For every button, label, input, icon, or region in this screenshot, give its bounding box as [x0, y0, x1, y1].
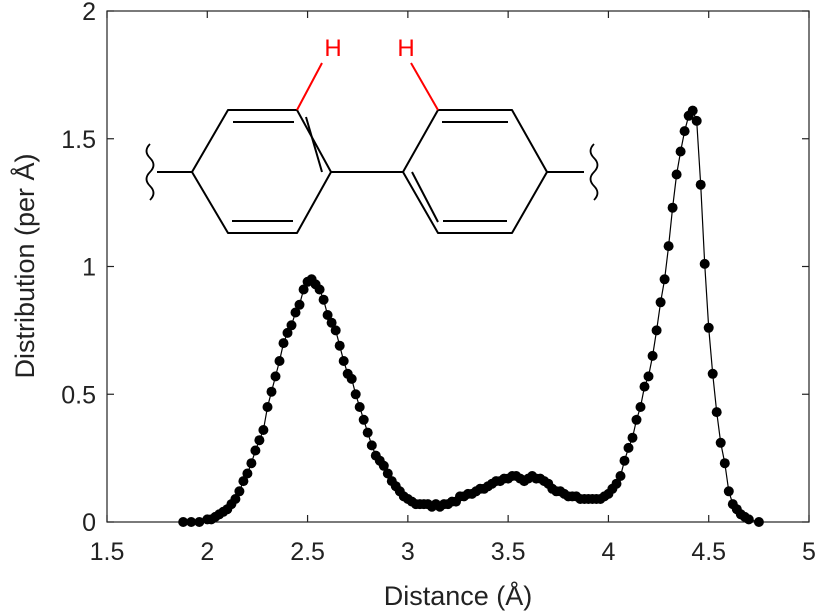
data-point	[707, 368, 718, 379]
axis-ticks	[106, 10, 810, 523]
x-tick-label: 3	[401, 538, 415, 566]
data-point	[330, 325, 341, 336]
data-point	[262, 402, 273, 412]
data-point	[619, 455, 630, 466]
data-point	[635, 402, 646, 412]
y-tick-labels: 0 0.5 1 1.5 2	[61, 0, 96, 537]
data-point	[186, 517, 197, 527]
data-point	[631, 414, 642, 425]
data-point	[254, 435, 265, 446]
data-point	[611, 478, 622, 489]
data-point	[659, 274, 670, 285]
data-point	[350, 389, 361, 400]
data-point	[703, 322, 714, 333]
data-point	[238, 476, 249, 487]
left-ch-bond	[296, 62, 323, 111]
data-point	[294, 299, 305, 310]
data-point	[346, 373, 357, 384]
series-markers	[178, 105, 764, 527]
data-point	[242, 468, 253, 479]
data-point	[382, 468, 393, 479]
right-ch-bond	[410, 62, 439, 111]
right-ring-double-bond	[411, 171, 439, 223]
data-point	[230, 494, 241, 504]
x-tick-label: 5	[802, 538, 816, 566]
data-point	[286, 320, 297, 331]
data-point	[258, 425, 269, 435]
data-point	[753, 517, 764, 527]
data-point	[715, 437, 726, 448]
data-point	[615, 471, 626, 481]
data-point	[278, 338, 289, 349]
data-point	[667, 202, 678, 213]
data-point	[671, 169, 682, 180]
y-tick-label: 0.5	[61, 381, 96, 409]
data-point	[318, 294, 329, 305]
data-point	[326, 317, 337, 328]
x-tick-label: 3.5	[491, 538, 526, 566]
data-point	[711, 407, 722, 418]
right-hydrogen-label: H	[397, 35, 414, 62]
data-point	[246, 458, 257, 469]
data-point	[643, 371, 654, 382]
data-point	[719, 458, 730, 469]
data-point	[314, 284, 325, 295]
left-hydrogen-label: H	[324, 35, 341, 62]
x-tick-label: 4	[601, 538, 615, 566]
data-point	[651, 325, 662, 336]
y-tick-label: 1	[82, 254, 96, 282]
data-point	[378, 460, 389, 471]
data-point	[743, 514, 754, 525]
data-point	[655, 297, 666, 308]
data-point	[639, 381, 650, 392]
data-point	[366, 440, 377, 451]
data-point	[362, 427, 373, 438]
data-point	[270, 371, 281, 382]
left-ring-double-bond	[305, 116, 323, 173]
x-tick-label: 4.5	[691, 538, 726, 566]
right-wavy-break-icon	[589, 143, 599, 201]
data-point	[194, 517, 205, 527]
data-point	[699, 258, 710, 269]
data-point	[234, 486, 245, 497]
data-point	[679, 126, 690, 137]
x-tick-label: 2.5	[290, 538, 325, 566]
data-point	[250, 445, 261, 456]
y-tick-label: 1.5	[61, 126, 96, 154]
data-point	[623, 442, 634, 453]
data-point	[282, 327, 293, 338]
data-point	[274, 356, 285, 366]
data-point	[290, 307, 301, 318]
data-point	[338, 356, 349, 366]
data-point	[695, 179, 706, 190]
x-tick-label: 2	[200, 538, 214, 566]
data-point	[358, 414, 369, 425]
data-point	[691, 115, 702, 126]
y-tick-label: 2	[82, 0, 96, 26]
data-point	[723, 486, 734, 497]
data-point	[687, 105, 698, 116]
x-tick-labels: 1.5 2 2.5 3 3.5 4 4.5 5	[90, 538, 816, 566]
y-axis-label: Distribution (per Å)	[9, 153, 40, 378]
data-point	[322, 310, 333, 320]
data-point	[334, 340, 345, 351]
data-point	[178, 517, 189, 527]
y-tick-label: 0	[82, 509, 96, 537]
data-point	[663, 241, 674, 252]
x-axis-label: Distance (Å)	[384, 580, 533, 611]
right-benzene-ring	[402, 109, 548, 234]
data-point	[266, 386, 277, 397]
biphenyl-structure	[145, 62, 599, 234]
data-point	[354, 402, 365, 412]
left-wavy-break-icon	[145, 143, 155, 201]
data-point	[675, 146, 686, 157]
data-point	[298, 284, 309, 295]
x-tick-label: 1.5	[90, 538, 125, 566]
data-point	[627, 432, 638, 443]
data-point	[647, 350, 658, 361]
